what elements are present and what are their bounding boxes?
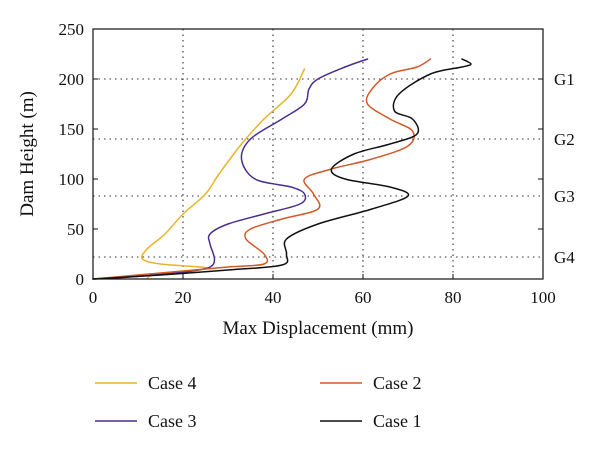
series-layer	[92, 58, 472, 280]
tick-layer: 0 20 40 60 80 100 0 50 100 150 200 250	[59, 20, 556, 307]
group-label-g2: G2	[554, 130, 575, 149]
y-tick-label-0: 0	[76, 270, 85, 289]
x-axis-label: Max Displacement (mm)	[222, 318, 413, 339]
group-label-g3: G3	[554, 187, 575, 206]
x-tick-label-0: 0	[89, 288, 98, 307]
legend-label-case-2: Case 2	[373, 373, 422, 393]
group-label-g1: G1	[554, 70, 575, 89]
legend-label-case-1: Case 1	[373, 411, 422, 431]
y-tick-label-3: 150	[59, 120, 85, 139]
y-axis-label: Dam Height (m)	[17, 91, 38, 217]
y-tick-label-2: 100	[59, 170, 85, 189]
legend: Case 4 Case 2 Case 3 Case 1	[95, 373, 422, 431]
group-label-g4: G4	[554, 248, 575, 267]
x-tick-label-5: 100	[530, 288, 556, 307]
y-tick-label-4: 200	[59, 70, 85, 89]
x-tick-label-4: 80	[445, 288, 462, 307]
y-tick-label-1: 50	[67, 220, 84, 239]
x-tick-label-2: 40	[265, 288, 282, 307]
legend-label-case-4: Case 4	[148, 373, 197, 393]
series-line-case-3	[92, 58, 369, 280]
plot-frame	[92, 28, 544, 280]
series-line-case-1	[92, 58, 472, 280]
group-lines-layer: G1 G2 G3 G4	[93, 70, 575, 267]
x-tick-label-3: 60	[355, 288, 372, 307]
y-tick-label-5: 250	[59, 20, 85, 39]
series-line-case-4	[141, 68, 306, 280]
series-line-case-2	[92, 58, 432, 280]
legend-label-case-3: Case 3	[148, 411, 197, 431]
grid-layer	[182, 29, 454, 279]
x-tick-label-1: 20	[175, 288, 192, 307]
